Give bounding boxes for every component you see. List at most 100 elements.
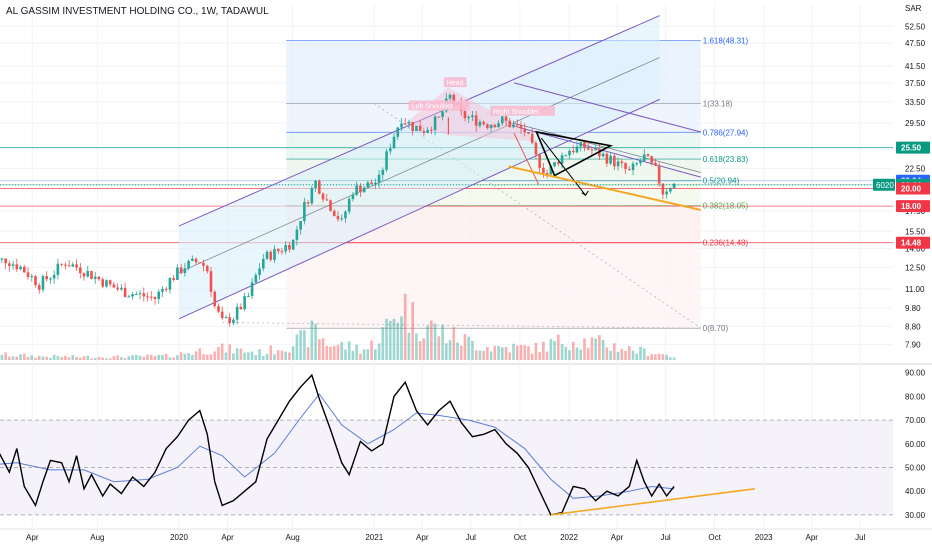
candle-body bbox=[377, 174, 381, 183]
candle-body bbox=[250, 282, 254, 296]
volume-bar bbox=[403, 293, 407, 360]
volume-bar bbox=[381, 327, 385, 360]
volume-bar bbox=[299, 330, 302, 360]
price-tag-text: 14.48 bbox=[901, 239, 922, 248]
volume-bar bbox=[205, 354, 209, 360]
candle-body bbox=[116, 287, 119, 290]
volume-bar bbox=[512, 343, 515, 360]
candle-body bbox=[303, 202, 306, 222]
volume-bar bbox=[456, 342, 459, 360]
candle-body bbox=[635, 163, 639, 165]
candle-body bbox=[501, 116, 504, 124]
volume-bar bbox=[374, 349, 377, 360]
volume-bar bbox=[459, 345, 463, 360]
candle-body bbox=[105, 280, 108, 287]
candle-body bbox=[385, 151, 388, 170]
candle-body bbox=[8, 263, 11, 266]
volume-bar bbox=[594, 338, 597, 360]
time-tick-label: Apr bbox=[806, 533, 819, 542]
candle-body bbox=[37, 285, 41, 290]
volume-bar bbox=[11, 356, 15, 360]
time-tick-label: 2023 bbox=[755, 533, 773, 542]
volume-bar bbox=[534, 342, 538, 360]
price-tick-label: 9.80 bbox=[905, 304, 921, 313]
volume-bar bbox=[82, 356, 86, 360]
price-tag-text: 25.50 bbox=[901, 144, 922, 153]
candle-body bbox=[217, 306, 220, 312]
volume-bar bbox=[527, 346, 530, 360]
volume-bar bbox=[332, 345, 336, 360]
candle-body bbox=[108, 280, 112, 285]
candle-body bbox=[314, 180, 317, 189]
candle-body bbox=[627, 169, 631, 171]
volume-bar bbox=[258, 349, 261, 360]
candle-body bbox=[49, 278, 52, 280]
volume-bar bbox=[590, 337, 594, 360]
hs-label-bg bbox=[408, 100, 470, 111]
volume-bar bbox=[426, 325, 429, 360]
candle-body bbox=[437, 116, 441, 118]
volume-bar bbox=[127, 356, 131, 360]
time-tick-label: Jul bbox=[660, 533, 670, 542]
volume-bar bbox=[568, 350, 571, 360]
volume-bar bbox=[347, 341, 351, 360]
volume-bar bbox=[620, 348, 624, 360]
volume-bar bbox=[52, 354, 56, 360]
volume-bar bbox=[639, 346, 642, 360]
price-tick-label: 12.50 bbox=[905, 263, 926, 272]
volume-bar bbox=[67, 357, 71, 360]
volume-bar bbox=[407, 332, 411, 360]
candle-body bbox=[112, 284, 116, 288]
fib-label: 0(8.70) bbox=[703, 324, 729, 333]
time-tick-label: Apr bbox=[611, 533, 624, 542]
volume-bar bbox=[261, 355, 265, 360]
candle-body bbox=[22, 266, 26, 273]
candle-body bbox=[657, 165, 661, 184]
volume-bar bbox=[291, 346, 295, 360]
volume-bar bbox=[202, 354, 205, 360]
candle-body bbox=[347, 198, 351, 212]
candle-body bbox=[86, 270, 90, 277]
time-tick-label: Jul bbox=[466, 533, 476, 542]
candle-body bbox=[396, 127, 400, 137]
volume-bar bbox=[176, 355, 179, 360]
candle-body bbox=[138, 293, 142, 295]
volume-bar bbox=[542, 341, 545, 360]
candle-body bbox=[359, 185, 362, 193]
volume-bar bbox=[646, 356, 650, 360]
volume-bar bbox=[217, 346, 220, 360]
price-tag-box bbox=[896, 182, 930, 195]
time-tick-label: Jul bbox=[855, 533, 865, 542]
candle-body bbox=[646, 154, 650, 157]
candle-body bbox=[512, 124, 515, 128]
candle-body bbox=[478, 121, 482, 126]
price-tick-label: 33.50 bbox=[905, 98, 926, 107]
candle-body bbox=[594, 148, 597, 151]
fib-label: 0.618(23.83) bbox=[703, 155, 749, 164]
volume-bar bbox=[194, 351, 198, 360]
time-tick-label: 2020 bbox=[170, 533, 188, 542]
candle-body bbox=[665, 191, 668, 195]
volume-bar bbox=[280, 350, 284, 360]
candle-body bbox=[19, 266, 22, 270]
candle-body bbox=[418, 125, 422, 132]
volume-bar bbox=[545, 351, 549, 360]
candle-body bbox=[273, 248, 276, 260]
hs-label-bg bbox=[443, 77, 467, 88]
candle-body bbox=[530, 133, 534, 143]
volume-bar bbox=[627, 346, 631, 360]
candle-body bbox=[194, 258, 198, 263]
candle-body bbox=[508, 120, 512, 128]
candle-body bbox=[243, 296, 246, 310]
candle-body bbox=[571, 150, 575, 153]
volume-bar bbox=[37, 355, 41, 360]
candle-body bbox=[336, 215, 340, 220]
candle-body bbox=[64, 264, 67, 266]
volume-bar bbox=[583, 338, 586, 360]
volume-bar bbox=[504, 346, 508, 360]
candle-body bbox=[187, 260, 190, 269]
candle-body bbox=[321, 193, 325, 200]
candle-body bbox=[325, 199, 329, 201]
